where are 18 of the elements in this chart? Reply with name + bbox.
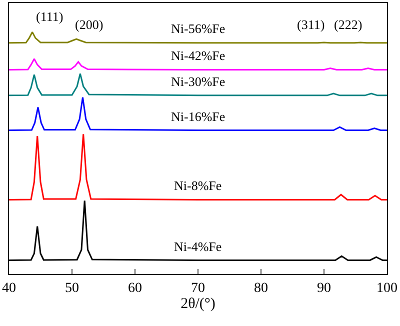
x-tick-label: 100 xyxy=(376,280,398,296)
x-tick-label: 60 xyxy=(128,280,142,296)
text: (311) xyxy=(297,17,325,32)
x-tick-label: 70 xyxy=(191,280,205,296)
series-label: Ni-30%Fe xyxy=(171,74,226,89)
series-label: Ni-16%Fe xyxy=(171,109,226,124)
text: (222) xyxy=(334,17,362,32)
x-tick-label: 90 xyxy=(317,280,331,296)
x-tick-label: 50 xyxy=(65,280,79,296)
x-axis-title: 2θ/(°) xyxy=(180,296,216,312)
x-tick-label: 80 xyxy=(254,280,268,296)
x-tick-label: 40 xyxy=(2,280,16,296)
text: (111) xyxy=(36,9,64,24)
series-label: Ni-8%Fe xyxy=(174,178,222,193)
series-label: Ni-56%Fe xyxy=(171,21,226,36)
series-label: Ni-4%Fe xyxy=(174,239,222,254)
text: (200) xyxy=(75,17,104,32)
series-label: Ni-42%Fe xyxy=(171,48,226,63)
